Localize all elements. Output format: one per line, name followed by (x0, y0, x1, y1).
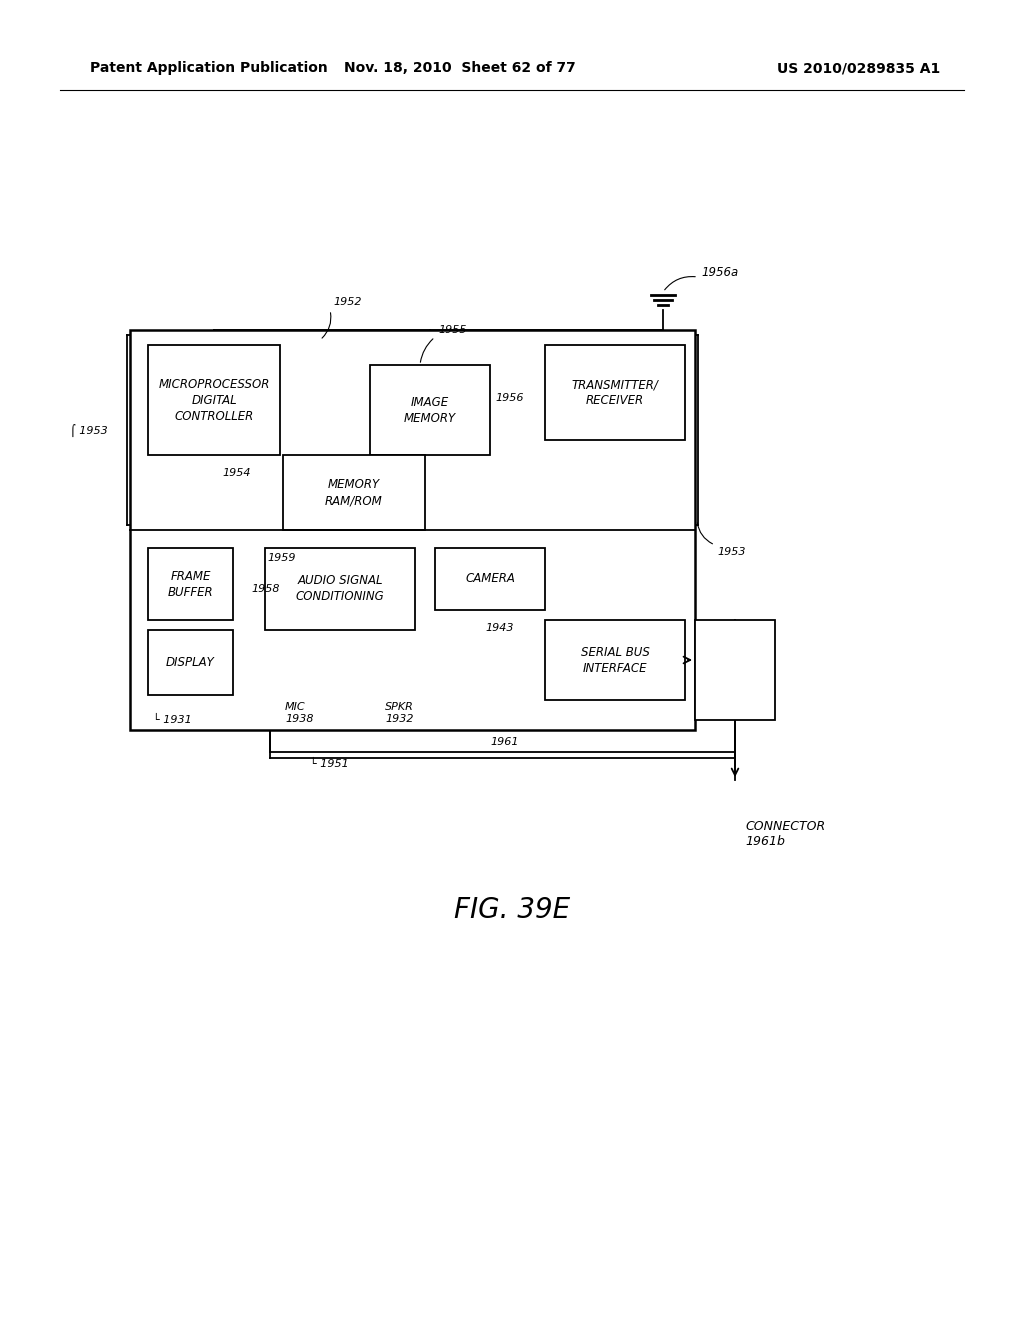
Bar (148, 345, 280, 455)
Text: DISPLAY: DISPLAY (166, 656, 215, 669)
Bar (695, 620, 775, 719)
Bar (148, 630, 233, 696)
Text: 1956a: 1956a (701, 267, 738, 280)
Text: AUDIO SIGNAL
CONDITIONING: AUDIO SIGNAL CONDITIONING (296, 574, 384, 603)
Text: MIC
1938: MIC 1938 (285, 702, 313, 723)
Text: IMAGE
MEMORY: IMAGE MEMORY (403, 396, 456, 425)
Bar (370, 366, 490, 455)
Text: FIG. 39E: FIG. 39E (454, 896, 570, 924)
Text: CONNECTOR
1961b: CONNECTOR 1961b (745, 820, 825, 847)
Bar (545, 620, 685, 700)
Text: 1955: 1955 (438, 325, 467, 335)
Text: 1961: 1961 (490, 737, 518, 747)
Text: 1956: 1956 (495, 393, 523, 403)
Text: CAMERA: CAMERA (465, 573, 515, 586)
Bar (130, 330, 695, 730)
Text: Patent Application Publication: Patent Application Publication (90, 61, 328, 75)
Text: 1952: 1952 (333, 297, 361, 308)
Bar (265, 548, 415, 630)
Text: MEMORY
RAM/ROM: MEMORY RAM/ROM (326, 478, 383, 507)
Text: SERIAL BUS
INTERFACE: SERIAL BUS INTERFACE (581, 645, 649, 675)
Text: ⌠ 1953: ⌠ 1953 (71, 424, 108, 437)
Text: TRANSMITTER/
RECEIVER: TRANSMITTER/ RECEIVER (571, 378, 658, 407)
Text: └ 1951: └ 1951 (310, 759, 349, 770)
Text: Nov. 18, 2010  Sheet 62 of 77: Nov. 18, 2010 Sheet 62 of 77 (344, 61, 575, 75)
Text: MICROPROCESSOR
DIGITAL
CONTROLLER: MICROPROCESSOR DIGITAL CONTROLLER (159, 378, 269, 422)
Text: └ 1931: └ 1931 (153, 715, 191, 725)
Bar (283, 455, 425, 531)
Text: FRAME
BUFFER: FRAME BUFFER (168, 569, 213, 598)
Text: 1959: 1959 (267, 553, 296, 564)
Text: US 2010/0289835 A1: US 2010/0289835 A1 (777, 61, 940, 75)
Bar (545, 345, 685, 440)
Bar (148, 548, 233, 620)
Text: 1953: 1953 (717, 546, 745, 557)
Text: 1943: 1943 (485, 623, 513, 634)
Text: 1958: 1958 (251, 583, 280, 594)
Text: SPKR
1932: SPKR 1932 (385, 702, 414, 723)
Bar (435, 548, 545, 610)
Text: 1954: 1954 (222, 469, 251, 478)
